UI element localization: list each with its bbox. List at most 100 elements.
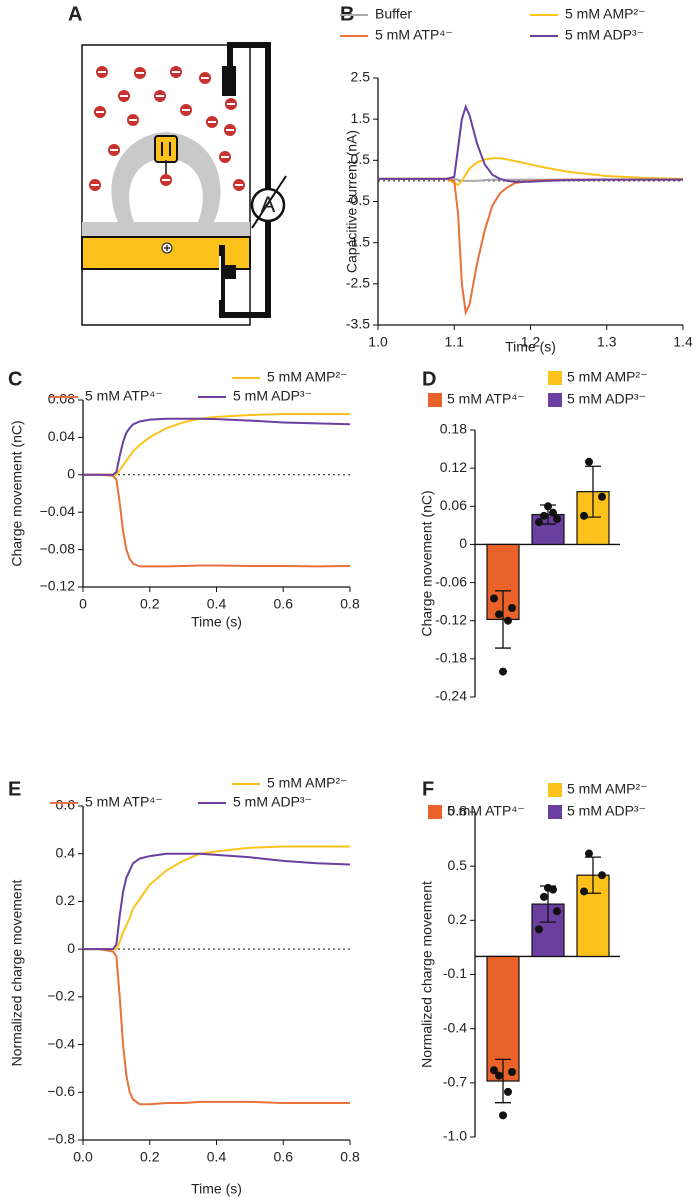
y-tick-label: 2.5 — [351, 69, 371, 85]
transporter-pore — [161, 142, 171, 156]
y-tick-label: -0.5 — [346, 192, 370, 208]
x-tick-label: 1.1 — [445, 334, 465, 350]
data-point — [553, 907, 561, 916]
diagram: A A — [68, 3, 287, 326]
x-tick-label: 0.4 — [207, 1149, 227, 1165]
data-point — [535, 925, 543, 934]
y-tick-label: -0.1 — [443, 965, 467, 981]
y-tick-label: −0.08 — [40, 540, 76, 556]
data-point — [549, 508, 557, 517]
panel-label: C — [8, 368, 22, 390]
x-axis-label: Time (s) — [505, 339, 556, 355]
legend-swatch — [548, 371, 562, 385]
y-axis-label: Charge movement (nC) — [419, 490, 435, 636]
panel-label: E — [8, 778, 21, 800]
x-tick-label: 1.2 — [521, 334, 541, 350]
x-tick-label: 0.0 — [73, 1149, 93, 1165]
y-tick-label: −0.2 — [47, 988, 75, 1004]
y-tick-label: −0.4 — [47, 1035, 75, 1051]
legend-label: 5 mM AMP²⁻ — [267, 775, 348, 791]
y-tick-label: -0.24 — [435, 688, 467, 704]
chart-panel: -3.5 -2.5 -1.5 -0.5 0.5 1.5 2.5 Capacitive curr… — [340, 3, 693, 355]
data-point — [580, 511, 588, 520]
y-tick-label: -0.18 — [435, 650, 467, 666]
error-bar — [495, 590, 511, 649]
liposome — [111, 132, 221, 222]
data-point — [490, 1066, 498, 1075]
chart-panel: -1.0 -0.7 -0.4 -0.1 0.2 0.5 0.8 Normalized char… — [419, 778, 648, 1143]
y-tick-label: 0.06 — [440, 497, 467, 513]
legend-label: 5 mM AMP²⁻ — [567, 369, 648, 385]
y-tick-label: 1.5 — [351, 110, 371, 126]
legend-label: 5 mM AMP²⁻ — [267, 369, 348, 385]
y-tick-label: -0.4 — [443, 1019, 467, 1035]
legend-label: 5 mM ADP³⁻ — [567, 803, 646, 819]
data-point — [585, 457, 593, 466]
data-point — [504, 616, 512, 625]
y-tick-label: -0.12 — [435, 611, 467, 627]
y-tick-label: −0.6 — [47, 1083, 75, 1099]
ion-stripes — [91, 71, 243, 186]
y-axis-label: Charge movement (nC) — [9, 420, 25, 566]
legend-label: Buffer — [375, 6, 412, 22]
data-point — [585, 849, 593, 858]
data-point — [499, 667, 507, 676]
reference-electrode — [222, 66, 236, 96]
y-tick-label: 0 — [459, 535, 467, 551]
y-tick-label: −0.12 — [40, 578, 76, 594]
x-axis-label: Time (s) — [191, 1181, 242, 1197]
x-tick-label: 1.0 — [368, 334, 388, 350]
circuit-wire — [219, 42, 271, 318]
data-point — [504, 1087, 512, 1096]
chart-panel: -0.24 -0.18 -0.12 -0.06 0 0.06 0.12 0.18 Charge … — [419, 368, 648, 703]
data-point — [544, 883, 552, 892]
y-tick-label: −0.04 — [40, 503, 76, 519]
y-tick-label: 0 — [67, 940, 75, 956]
x-tick-label: 1.3 — [597, 334, 617, 350]
y-axis-label: Normalized charge movement — [9, 880, 25, 1067]
membrane — [82, 222, 250, 237]
series-line — [83, 473, 351, 568]
legend-label: 5 mM ATP⁴⁻ — [85, 794, 163, 810]
data-point — [553, 515, 561, 523]
data-point — [598, 871, 606, 880]
y-tick-label: -0.06 — [435, 573, 467, 589]
legend-label: 5 mM ATP⁴⁻ — [447, 391, 525, 407]
data-point — [508, 1068, 516, 1076]
y-axis-label: Capacitive current (nA) — [344, 130, 360, 273]
data-point — [499, 1111, 507, 1120]
x-tick-label: 0.8 — [340, 596, 360, 612]
legend-label: 5 mM ADP³⁻ — [233, 388, 312, 404]
y-tick-label: 0.2 — [56, 892, 76, 908]
data-point — [598, 492, 606, 501]
legend-label: 5 mM ATP⁴⁻ — [85, 388, 163, 404]
chart-panel: −0.8 −0.6 −0.4 −0.2 0 0.2 0.4 0.6 Normalized cha… — [8, 775, 360, 1197]
y-tick-label: 0.5 — [351, 151, 371, 167]
ammeter-label: A — [261, 192, 276, 217]
y-tick-label: −0.8 — [47, 1131, 75, 1147]
series-line — [83, 413, 350, 476]
legend-label: 5 mM ATP⁴⁻ — [375, 27, 453, 43]
legend-swatch — [548, 393, 562, 407]
y-tick-label: 0.6 — [56, 797, 76, 813]
ammeter-needle — [251, 175, 287, 229]
legend-swatch — [428, 805, 442, 819]
legend-label: 5 mM AMP²⁻ — [565, 6, 646, 22]
x-tick-label: 1.4 — [673, 334, 693, 350]
series-line — [83, 845, 350, 951]
series-line — [378, 177, 683, 317]
data-point — [490, 594, 498, 603]
data-point — [508, 604, 516, 612]
series-line — [378, 104, 683, 183]
legend-label: 5 mM ADP³⁻ — [565, 27, 644, 43]
chart-panel: −0.12 −0.08 −0.04 0 0.04 0.08 Charge movement … — [8, 368, 360, 629]
x-tick-label: 0 — [79, 596, 87, 612]
x-tick-label: 0.6 — [274, 1149, 294, 1165]
y-tick-label: 0.5 — [448, 857, 468, 873]
data-point — [540, 892, 548, 901]
y-tick-label: 0.8 — [448, 803, 468, 819]
series-line — [83, 417, 351, 476]
y-tick-label: -3.5 — [346, 316, 370, 332]
legend-label: 5 mM AMP²⁻ — [567, 781, 648, 797]
y-tick-label: -1.0 — [443, 1128, 467, 1144]
